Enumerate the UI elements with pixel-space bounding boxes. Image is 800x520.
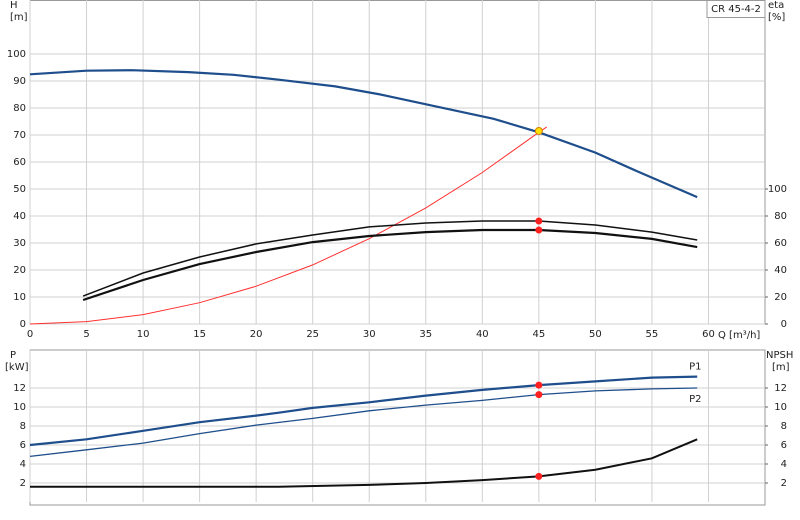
y2-tick-label: 10 bbox=[774, 402, 787, 413]
y-tick-label: 50 bbox=[13, 184, 26, 195]
y-tick-label: 4 bbox=[20, 459, 26, 470]
y2-tick-label: 8 bbox=[781, 421, 787, 432]
series-label: P1 bbox=[689, 362, 701, 373]
y-unit: [m] bbox=[10, 12, 28, 23]
y2-tick-label: 4 bbox=[781, 459, 787, 470]
x-tick-label: 5 bbox=[83, 329, 89, 340]
x-tick-label: 0 bbox=[27, 329, 33, 340]
series-label: P2 bbox=[689, 394, 701, 405]
y2-label: NPSH bbox=[766, 350, 793, 361]
y-tick-label: 100 bbox=[7, 49, 26, 60]
y-tick-label: 20 bbox=[13, 265, 26, 276]
y-unit: [kW] bbox=[5, 362, 29, 373]
y-tick-label: 80 bbox=[13, 103, 26, 114]
y2-label: eta bbox=[768, 0, 784, 11]
y2-tick-label: 100 bbox=[768, 184, 787, 195]
y-tick-label: 10 bbox=[13, 402, 26, 413]
y2-tick-label: 80 bbox=[774, 211, 787, 222]
x-tick-label: 60 bbox=[702, 329, 715, 340]
y-tick-label: 30 bbox=[13, 238, 26, 249]
x-tick-label: 20 bbox=[250, 329, 263, 340]
bottom-frame bbox=[29, 349, 766, 506]
title-box bbox=[706, 0, 766, 18]
x-tick-label: 25 bbox=[306, 329, 319, 340]
x-tick-label: 30 bbox=[363, 329, 376, 340]
curve bbox=[29, 69, 698, 199]
curve bbox=[82, 220, 698, 297]
y2-tick-label: 20 bbox=[774, 292, 787, 303]
x-tick-label: 35 bbox=[419, 329, 432, 340]
y-tick-label: 10 bbox=[13, 292, 26, 303]
duty-point bbox=[535, 472, 543, 480]
y2-tick-label: 12 bbox=[774, 383, 787, 394]
x-tick-label: 40 bbox=[476, 329, 489, 340]
y2-tick-label: 60 bbox=[774, 238, 787, 249]
y-label: H bbox=[10, 0, 18, 11]
y2-tick-label: 6 bbox=[781, 440, 787, 451]
y2-unit: [m] bbox=[772, 362, 790, 373]
curve bbox=[82, 228, 698, 302]
duty-point bbox=[535, 226, 543, 234]
x-tick-label: 10 bbox=[137, 329, 150, 340]
y2-unit: [%] bbox=[768, 12, 785, 23]
duty-point bbox=[534, 126, 543, 135]
y2-tick-label: 40 bbox=[774, 265, 787, 276]
y-label: P bbox=[10, 350, 16, 361]
y-tick-label: 70 bbox=[13, 130, 26, 141]
chart-title: CR 45-4-2 bbox=[711, 4, 761, 15]
duty-point bbox=[535, 381, 543, 389]
x-tick-label: 50 bbox=[589, 329, 602, 340]
y-tick-label: 60 bbox=[13, 157, 26, 168]
curve bbox=[29, 387, 698, 458]
y-tick-label: 8 bbox=[20, 421, 26, 432]
y2-tick-label: 2 bbox=[781, 478, 787, 489]
curve bbox=[30, 438, 698, 488]
curve bbox=[29, 126, 548, 325]
y-tick-label: 90 bbox=[13, 76, 26, 87]
y2-tick-label: 0 bbox=[781, 319, 787, 330]
x-tick-label: 45 bbox=[532, 329, 545, 340]
y-tick-label: 0 bbox=[20, 319, 26, 330]
y-tick-label: 6 bbox=[20, 440, 26, 451]
y-tick-label: 12 bbox=[13, 383, 26, 394]
y-tick-label: 40 bbox=[13, 211, 26, 222]
x-tick-label: 55 bbox=[646, 329, 659, 340]
x-tick-label: 15 bbox=[193, 329, 206, 340]
x-label: Q [m³/h] bbox=[718, 330, 760, 341]
y-tick-label: 2 bbox=[20, 478, 26, 489]
curve bbox=[29, 375, 698, 447]
duty-point bbox=[535, 391, 543, 399]
duty-point bbox=[535, 217, 543, 225]
